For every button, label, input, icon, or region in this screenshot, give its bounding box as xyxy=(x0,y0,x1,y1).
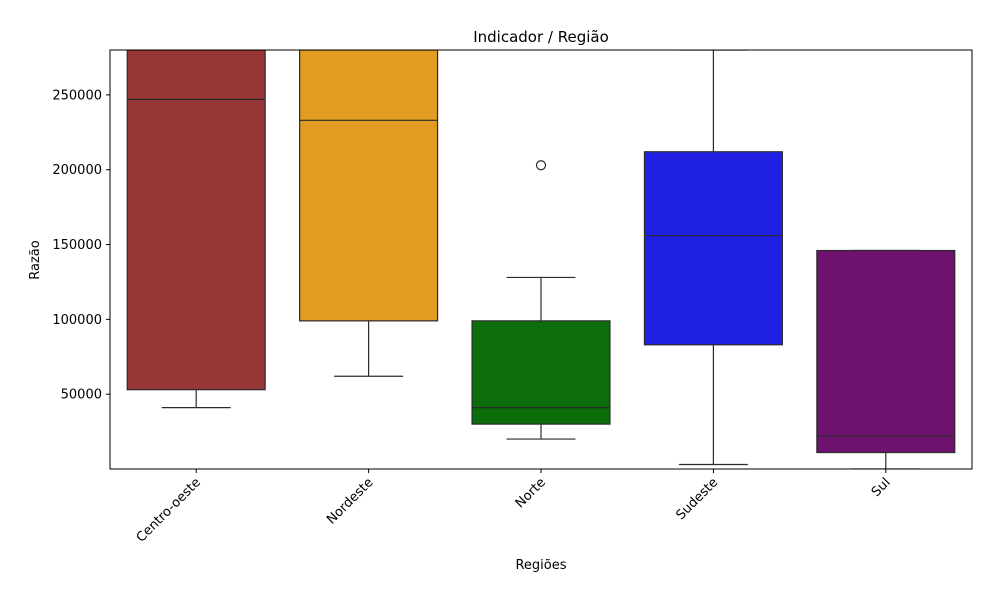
chart-title: Indicador / Região xyxy=(473,28,609,46)
box-centro-oeste xyxy=(126,50,266,391)
box-sul xyxy=(816,249,956,454)
y-tick-label: 50000 xyxy=(61,388,102,403)
y-tick-label: 200000 xyxy=(52,163,102,178)
x-tick-label: Centro-oeste xyxy=(134,475,204,545)
box-nordeste xyxy=(299,50,439,322)
box-sudeste xyxy=(643,151,783,346)
x-tick-label: Sul xyxy=(869,475,894,500)
x-tick-label: Nordeste xyxy=(324,475,376,527)
y-tick-label: 250000 xyxy=(52,88,102,103)
box-norte xyxy=(471,320,611,425)
outlier-point xyxy=(535,160,547,171)
x-tick-label: Sudeste xyxy=(673,475,721,523)
y-axis-label: Razão xyxy=(28,240,43,280)
y-tick-label: 150000 xyxy=(52,238,102,253)
x-tick-label: Norte xyxy=(513,475,549,511)
x-axis-label: Regiões xyxy=(515,558,566,573)
y-tick-label: 100000 xyxy=(52,313,102,328)
